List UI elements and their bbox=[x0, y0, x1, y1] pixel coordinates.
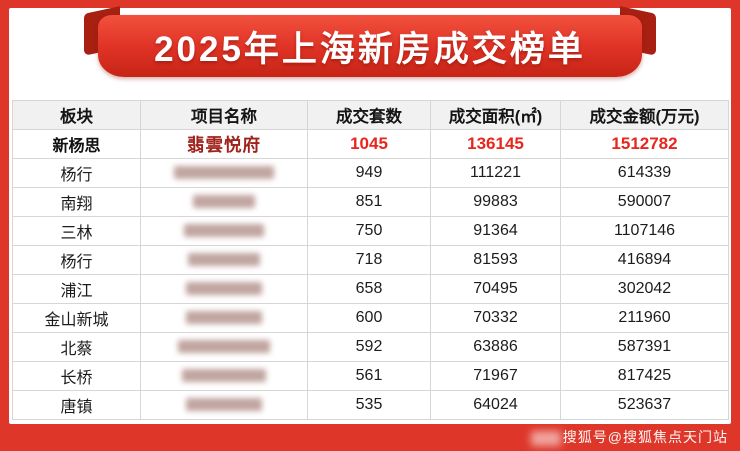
blurred-project-name bbox=[193, 195, 255, 209]
district-cell: 唐镇 bbox=[12, 390, 141, 420]
blurred-project-name bbox=[178, 340, 270, 354]
district-cell: 金山新城 bbox=[12, 303, 141, 333]
table-row: 金山新城 600 70332 211960 bbox=[12, 303, 729, 333]
watermark-text: 搜狐号@搜狐焦点天门站 bbox=[562, 429, 728, 445]
table-row: 北蔡 592 63886 587391 bbox=[12, 332, 729, 362]
area-cell: 136145 bbox=[430, 129, 561, 159]
amount-cell: 211960 bbox=[560, 303, 729, 333]
amount-cell: 614339 bbox=[560, 158, 729, 188]
district-cell: 杨行 bbox=[12, 158, 141, 188]
project-cell bbox=[140, 245, 308, 275]
amount-cell: 590007 bbox=[560, 187, 729, 217]
area-cell: 64024 bbox=[430, 390, 561, 420]
units-cell: 1045 bbox=[307, 129, 431, 159]
area-cell: 63886 bbox=[430, 332, 561, 362]
project-cell bbox=[140, 303, 308, 333]
area-cell: 99883 bbox=[430, 187, 561, 217]
district-cell: 浦江 bbox=[12, 274, 141, 304]
district-cell: 杨行 bbox=[12, 245, 141, 275]
amount-cell: 1512782 bbox=[560, 129, 729, 159]
units-cell: 561 bbox=[307, 361, 431, 391]
units-cell: 949 bbox=[307, 158, 431, 188]
units-cell: 750 bbox=[307, 216, 431, 246]
area-cell: 71967 bbox=[430, 361, 561, 391]
ranking-table-container: 板块 项目名称 成交套数 成交面积(㎡) 成交金额(万元) 新杨思 翡雲悦府 1045 136… bbox=[12, 100, 729, 420]
project-cell: 翡雲悦府 bbox=[140, 129, 308, 159]
table-row: 唐镇 535 64024 523637 bbox=[12, 390, 729, 420]
district-cell: 三林 bbox=[12, 216, 141, 246]
blurred-project-name bbox=[182, 369, 266, 383]
project-cell bbox=[140, 216, 308, 246]
column-header: 成交套数 bbox=[307, 100, 431, 130]
amount-cell: 416894 bbox=[560, 245, 729, 275]
column-header: 板块 bbox=[12, 100, 141, 130]
table-row: 长桥 561 71967 817425 bbox=[12, 361, 729, 391]
watermark-blur-patch bbox=[530, 430, 561, 446]
table-body: 新杨思 翡雲悦府 1045 136145 1512782 杨行 949 111221 61433… bbox=[12, 129, 729, 420]
units-cell: 658 bbox=[307, 274, 431, 304]
area-cell: 70332 bbox=[430, 303, 561, 333]
blurred-project-name bbox=[186, 311, 262, 325]
column-header: 成交金额(万元) bbox=[560, 100, 729, 130]
amount-cell: 1107146 bbox=[560, 216, 729, 246]
district-cell: 长桥 bbox=[12, 361, 141, 391]
amount-cell: 523637 bbox=[560, 390, 729, 420]
units-cell: 600 bbox=[307, 303, 431, 333]
header-row: 板块 项目名称 成交套数 成交面积(㎡) 成交金额(万元) bbox=[12, 100, 729, 130]
blurred-project-name bbox=[174, 166, 274, 180]
area-cell: 70495 bbox=[430, 274, 561, 304]
project-cell bbox=[140, 158, 308, 188]
project-cell bbox=[140, 187, 308, 217]
units-cell: 535 bbox=[307, 390, 431, 420]
table-row: 杨行 718 81593 416894 bbox=[12, 245, 729, 275]
area-cell: 91364 bbox=[430, 216, 561, 246]
blurred-project-name bbox=[186, 282, 262, 296]
project-cell bbox=[140, 274, 308, 304]
column-header: 成交面积(㎡) bbox=[430, 100, 561, 130]
table-row: 三林 750 91364 1107146 bbox=[12, 216, 729, 246]
project-cell bbox=[140, 390, 308, 420]
area-cell: 111221 bbox=[430, 158, 561, 188]
units-cell: 718 bbox=[307, 245, 431, 275]
table-row: 新杨思 翡雲悦府 1045 136145 1512782 bbox=[12, 129, 729, 159]
table-row: 杨行 949 111221 614339 bbox=[12, 158, 729, 188]
table-row: 南翔 851 99883 590007 bbox=[12, 187, 729, 217]
amount-cell: 817425 bbox=[560, 361, 729, 391]
area-cell: 81593 bbox=[430, 245, 561, 275]
units-cell: 851 bbox=[307, 187, 431, 217]
watermark: 搜狐号@搜狐焦点天门站 bbox=[530, 427, 728, 447]
amount-cell: 302042 bbox=[560, 274, 729, 304]
blurred-project-name bbox=[184, 224, 264, 238]
district-cell: 南翔 bbox=[12, 187, 141, 217]
blurred-project-name bbox=[186, 398, 262, 412]
ribbon-banner: 2025年上海新房成交榜单 bbox=[98, 15, 642, 77]
project-cell bbox=[140, 332, 308, 362]
blurred-project-name bbox=[188, 253, 260, 267]
column-header: 项目名称 bbox=[140, 100, 308, 130]
ranking-table: 板块 项目名称 成交套数 成交面积(㎡) 成交金额(万元) 新杨思 翡雲悦府 1045 136… bbox=[12, 100, 729, 420]
district-cell: 北蔡 bbox=[12, 332, 141, 362]
table-head: 板块 项目名称 成交套数 成交面积(㎡) 成交金额(万元) bbox=[12, 100, 729, 130]
table-row: 浦江 658 70495 302042 bbox=[12, 274, 729, 304]
amount-cell: 587391 bbox=[560, 332, 729, 362]
district-cell: 新杨思 bbox=[12, 129, 141, 159]
project-cell bbox=[140, 361, 308, 391]
units-cell: 592 bbox=[307, 332, 431, 362]
page-title: 2025年上海新房成交榜单 bbox=[154, 29, 586, 69]
